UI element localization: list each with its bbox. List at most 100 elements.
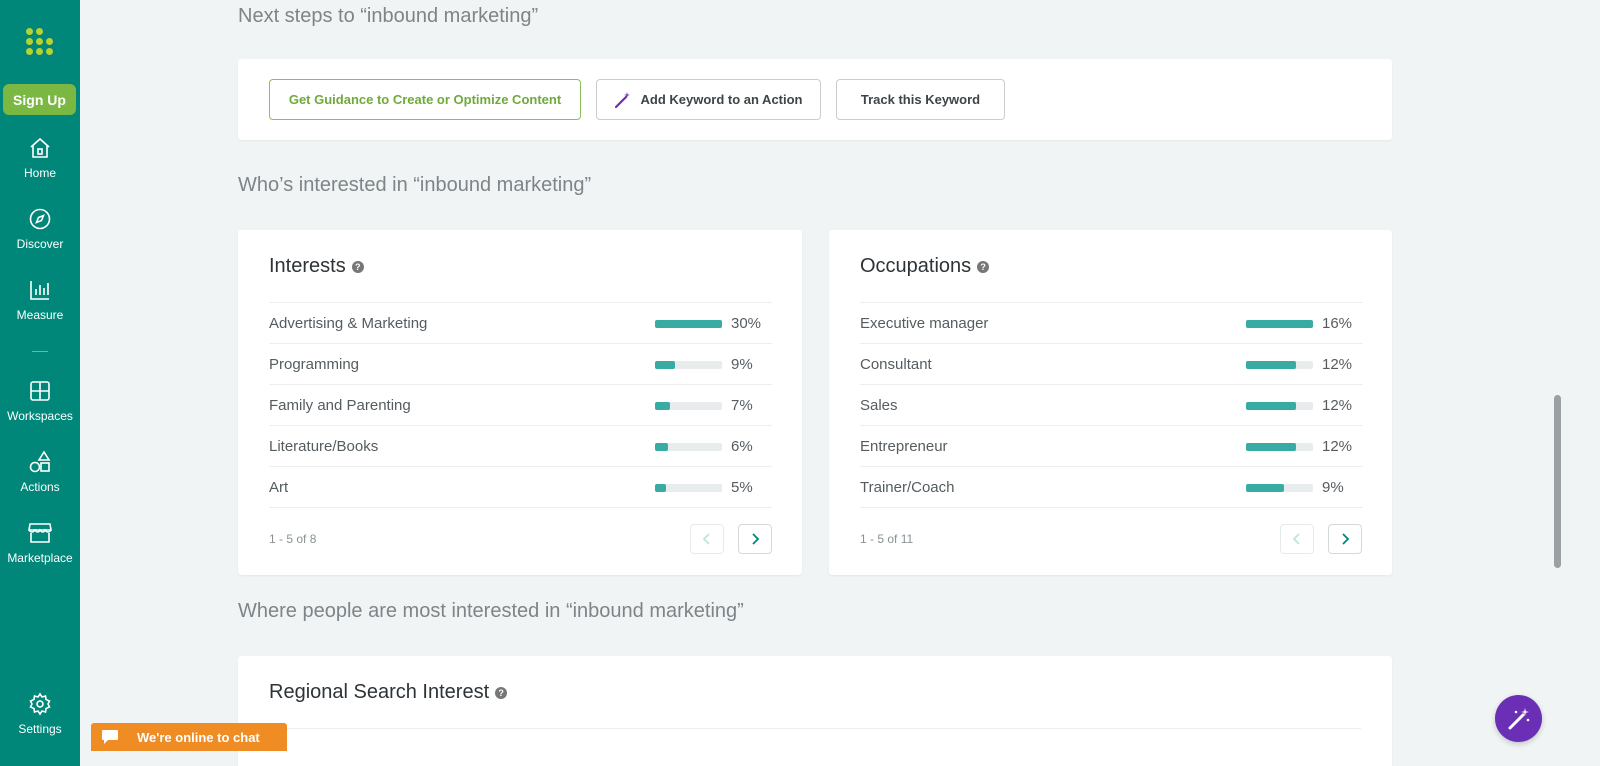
list-item: Entrepreneur 12% <box>860 426 1363 467</box>
sidebar-divider <box>32 351 48 352</box>
progress-bar <box>655 402 722 410</box>
prev-page-button[interactable] <box>1280 524 1314 554</box>
item-label: Consultant <box>860 355 932 373</box>
magic-assistant-button[interactable] <box>1495 695 1542 742</box>
progress-bar <box>655 484 722 492</box>
list-item: Trainer/Coach 9% <box>860 467 1363 508</box>
item-percent: 7% <box>731 396 753 414</box>
logo-icon[interactable] <box>26 28 54 56</box>
item-percent: 30% <box>731 314 762 332</box>
pagination-text: 1 - 5 of 8 <box>269 532 317 546</box>
help-icon[interactable]: ? <box>495 686 508 699</box>
home-icon <box>30 137 50 158</box>
sidebar-item-label: Discover <box>16 237 64 251</box>
scrollbar-thumb[interactable] <box>1554 395 1561 568</box>
item-percent: 9% <box>1322 478 1344 496</box>
list-item: Programming 9% <box>269 344 772 385</box>
item-percent: 9% <box>731 355 753 373</box>
item-label: Art <box>269 478 289 496</box>
regional-card: Regional Search Interest ? <box>238 656 1392 766</box>
item-percent: 12% <box>1322 355 1353 373</box>
item-label: Literature/Books <box>269 437 379 455</box>
prev-page-button[interactable] <box>690 524 724 554</box>
bar-chart-icon <box>30 281 49 300</box>
interested-heading: Who’s interested in “inbound marketing” <box>238 174 592 196</box>
next-steps-card: Get Guidance to Create or Optimize Conte… <box>238 59 1392 140</box>
progress-bar <box>655 443 722 451</box>
item-label: Executive manager <box>860 314 989 332</box>
list-item: Executive manager 16% <box>860 303 1363 344</box>
chevron-right-icon <box>752 533 760 545</box>
occupations-list: Executive manager 16% Consultant 12% Sal… <box>860 302 1363 508</box>
get-guidance-button[interactable]: Get Guidance to Create or Optimize Conte… <box>269 79 581 120</box>
progress-bar <box>1246 484 1313 492</box>
progress-bar <box>655 320 722 328</box>
magic-wand-icon <box>1508 707 1529 729</box>
chat-label: We're online to chat <box>137 729 260 745</box>
sidebar-item-label: Workspaces <box>7 409 73 423</box>
item-label: Trainer/Coach <box>860 478 955 496</box>
divider <box>269 728 1361 729</box>
item-percent: 12% <box>1322 396 1353 414</box>
occupations-title-text: Occupations <box>860 255 972 277</box>
list-item: Literature/Books 6% <box>269 426 772 467</box>
item-percent: 6% <box>731 437 753 455</box>
item-percent: 12% <box>1322 437 1353 455</box>
interests-list: Advertising & Marketing 30% Programming … <box>269 302 772 508</box>
next-steps-heading: Next steps to “inbound marketing” <box>238 5 539 27</box>
interests-title: Interests ? <box>269 255 364 278</box>
chevron-left-icon <box>702 533 710 545</box>
chat-widget-button[interactable]: We're online to chat <box>91 723 287 751</box>
sidebar-item-measure[interactable]: Measure <box>0 278 80 322</box>
help-icon[interactable]: ? <box>977 260 990 273</box>
sidebar: Sign Up Home Discover Measure Workspaces… <box>0 0 80 766</box>
list-item: Advertising & Marketing 30% <box>269 303 772 344</box>
item-label: Sales <box>860 396 898 414</box>
sidebar-item-workspaces[interactable]: Workspaces <box>0 379 80 423</box>
sidebar-item-label: Settings <box>18 722 62 736</box>
chevron-left-icon <box>1292 533 1300 545</box>
occupations-title: Occupations ? <box>860 255 990 278</box>
next-page-button[interactable] <box>1328 524 1362 554</box>
chat-bubble-icon <box>102 730 118 744</box>
sidebar-item-marketplace[interactable]: Marketplace <box>0 521 80 565</box>
list-item: Consultant 12% <box>860 344 1363 385</box>
next-page-button[interactable] <box>738 524 772 554</box>
regional-heading: Where people are most interested in “inb… <box>238 600 744 622</box>
interests-title-text: Interests <box>269 255 346 277</box>
sidebar-item-label: Measure <box>16 308 64 322</box>
magic-wand-icon <box>615 91 631 108</box>
sidebar-item-actions[interactable]: Actions <box>0 450 80 494</box>
item-label: Programming <box>269 355 360 373</box>
gear-icon <box>29 692 51 716</box>
progress-bar <box>1246 443 1313 451</box>
progress-bar <box>1246 361 1313 369</box>
item-percent: 16% <box>1322 314 1353 332</box>
chevron-right-icon <box>1342 533 1350 545</box>
sidebar-item-home[interactable]: Home <box>0 136 80 180</box>
list-item: Art 5% <box>269 467 772 508</box>
store-icon <box>28 523 52 543</box>
grid-icon <box>30 381 50 401</box>
sidebar-item-label: Marketplace <box>7 551 73 565</box>
help-icon[interactable]: ? <box>351 260 364 273</box>
regional-title-text: Regional Search Interest <box>269 681 490 703</box>
scrollbar-track[interactable] <box>1552 0 1562 766</box>
item-label: Entrepreneur <box>860 437 948 455</box>
add-keyword-label: Add Keyword to an Action <box>640 92 803 107</box>
progress-bar <box>1246 402 1313 410</box>
interests-card: Interests ? Advertising & Marketing 30% … <box>238 230 802 575</box>
regional-title: Regional Search Interest ? <box>269 681 508 704</box>
pagination-text: 1 - 5 of 11 <box>860 532 914 546</box>
track-keyword-button[interactable]: Track this Keyword <box>836 79 1005 120</box>
list-item: Family and Parenting 7% <box>269 385 772 426</box>
shapes-icon <box>29 450 51 473</box>
add-keyword-button[interactable]: Add Keyword to an Action <box>596 79 821 120</box>
sidebar-item-settings[interactable]: Settings <box>0 692 80 736</box>
progress-bar <box>1246 320 1313 328</box>
sign-up-button[interactable]: Sign Up <box>3 84 76 115</box>
progress-bar <box>655 361 722 369</box>
occupations-card: Occupations ? Executive manager 16% Cons… <box>829 230 1392 575</box>
sidebar-item-discover[interactable]: Discover <box>0 207 80 251</box>
item-percent: 5% <box>731 478 753 496</box>
